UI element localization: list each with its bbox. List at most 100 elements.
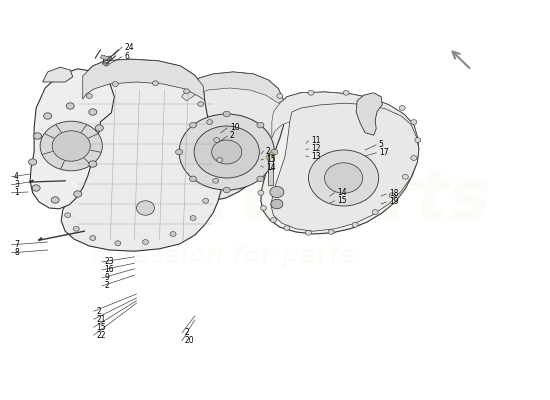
Text: 23: 23 [104, 258, 114, 266]
Text: a passion for parts: a passion for parts [90, 244, 356, 268]
Circle shape [223, 111, 230, 117]
Circle shape [271, 149, 278, 155]
Text: 8: 8 [14, 248, 19, 257]
Circle shape [214, 138, 219, 142]
Circle shape [223, 187, 230, 193]
Text: 9: 9 [104, 274, 109, 282]
Circle shape [179, 114, 274, 190]
Text: 21: 21 [96, 315, 106, 324]
Polygon shape [61, 59, 223, 251]
Circle shape [190, 122, 196, 128]
Text: 2: 2 [230, 132, 234, 140]
Circle shape [197, 102, 204, 106]
Circle shape [411, 120, 417, 124]
Circle shape [308, 90, 314, 95]
Circle shape [52, 131, 90, 161]
Circle shape [104, 62, 109, 66]
Circle shape [399, 106, 405, 110]
Text: 12: 12 [311, 144, 321, 153]
Circle shape [271, 199, 283, 209]
Circle shape [389, 193, 395, 198]
Circle shape [51, 197, 59, 203]
Polygon shape [266, 152, 275, 161]
Polygon shape [30, 69, 114, 209]
Circle shape [294, 139, 393, 217]
Circle shape [343, 90, 349, 95]
Circle shape [40, 121, 102, 171]
Circle shape [202, 198, 208, 203]
Circle shape [207, 120, 213, 124]
Text: 22: 22 [96, 331, 106, 340]
Polygon shape [356, 93, 382, 135]
Circle shape [271, 218, 277, 222]
Circle shape [43, 113, 52, 119]
Circle shape [29, 159, 37, 165]
Circle shape [32, 185, 40, 191]
Circle shape [142, 240, 149, 244]
Circle shape [90, 236, 96, 240]
Polygon shape [272, 92, 417, 140]
Text: 18: 18 [389, 190, 398, 198]
Circle shape [402, 174, 408, 179]
Circle shape [309, 150, 379, 206]
Polygon shape [82, 59, 205, 100]
Polygon shape [43, 67, 73, 82]
Circle shape [328, 230, 334, 234]
Polygon shape [182, 72, 283, 103]
Circle shape [89, 109, 97, 115]
Text: 14: 14 [266, 163, 276, 172]
Text: 3: 3 [14, 180, 19, 189]
Text: 4: 4 [14, 172, 19, 181]
Circle shape [411, 156, 417, 160]
Circle shape [270, 186, 284, 198]
Circle shape [415, 138, 421, 142]
Circle shape [86, 94, 92, 98]
Circle shape [74, 191, 82, 197]
Circle shape [115, 241, 121, 246]
Text: 13: 13 [311, 152, 321, 161]
Text: 6: 6 [124, 52, 129, 61]
Circle shape [284, 226, 290, 230]
Bar [268, 154, 273, 172]
Circle shape [184, 89, 190, 94]
Polygon shape [261, 92, 419, 234]
Circle shape [65, 213, 71, 218]
Circle shape [34, 133, 42, 139]
Circle shape [257, 176, 264, 182]
Text: 14: 14 [337, 188, 346, 197]
Text: euroParts: euroParts [111, 166, 491, 234]
Circle shape [374, 96, 380, 100]
Circle shape [170, 232, 176, 236]
Text: 15: 15 [96, 323, 106, 332]
Circle shape [73, 226, 79, 231]
Bar [268, 169, 273, 185]
Polygon shape [271, 103, 419, 231]
Text: 19: 19 [389, 198, 398, 206]
Text: 16: 16 [104, 266, 114, 274]
Text: 24: 24 [124, 43, 134, 52]
Text: 2: 2 [185, 328, 189, 337]
Text: 17: 17 [379, 148, 388, 157]
Circle shape [175, 149, 183, 155]
Circle shape [89, 161, 97, 167]
Circle shape [257, 122, 264, 128]
Text: 20: 20 [185, 336, 194, 345]
Text: 5: 5 [379, 140, 383, 149]
Circle shape [194, 126, 260, 178]
Circle shape [107, 56, 112, 60]
Circle shape [352, 222, 358, 227]
Circle shape [217, 158, 223, 162]
Text: 1: 1 [14, 188, 19, 197]
Circle shape [260, 206, 266, 210]
Polygon shape [167, 72, 285, 201]
Text: 11: 11 [311, 136, 321, 145]
Circle shape [190, 216, 196, 220]
Text: 2: 2 [96, 307, 101, 316]
Circle shape [66, 103, 74, 109]
Circle shape [305, 230, 311, 235]
Text: 15: 15 [337, 196, 346, 205]
Text: 10: 10 [230, 124, 239, 132]
Circle shape [258, 190, 264, 195]
Bar [100, 55, 109, 60]
Circle shape [212, 140, 242, 164]
